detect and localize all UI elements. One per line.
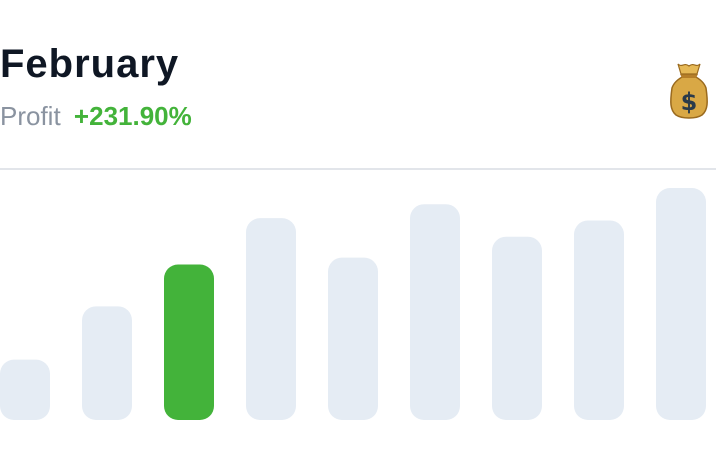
money-bag-icon: $ (670, 63, 708, 119)
profit-row: Profit +231.90% (0, 100, 192, 132)
divider (0, 168, 716, 170)
bar (492, 236, 542, 420)
month-title: February (0, 42, 180, 86)
profit-bar-chart (0, 188, 706, 420)
bar (574, 220, 624, 420)
bar (656, 188, 706, 420)
bar (82, 306, 132, 420)
bar (0, 359, 50, 420)
svg-text:$: $ (681, 88, 698, 116)
profit-value: +231.90% (73, 101, 192, 131)
bar (328, 257, 378, 420)
bar (246, 218, 296, 420)
profit-label: Profit (0, 101, 61, 131)
bar-highlighted (164, 264, 214, 420)
bar (410, 204, 460, 420)
